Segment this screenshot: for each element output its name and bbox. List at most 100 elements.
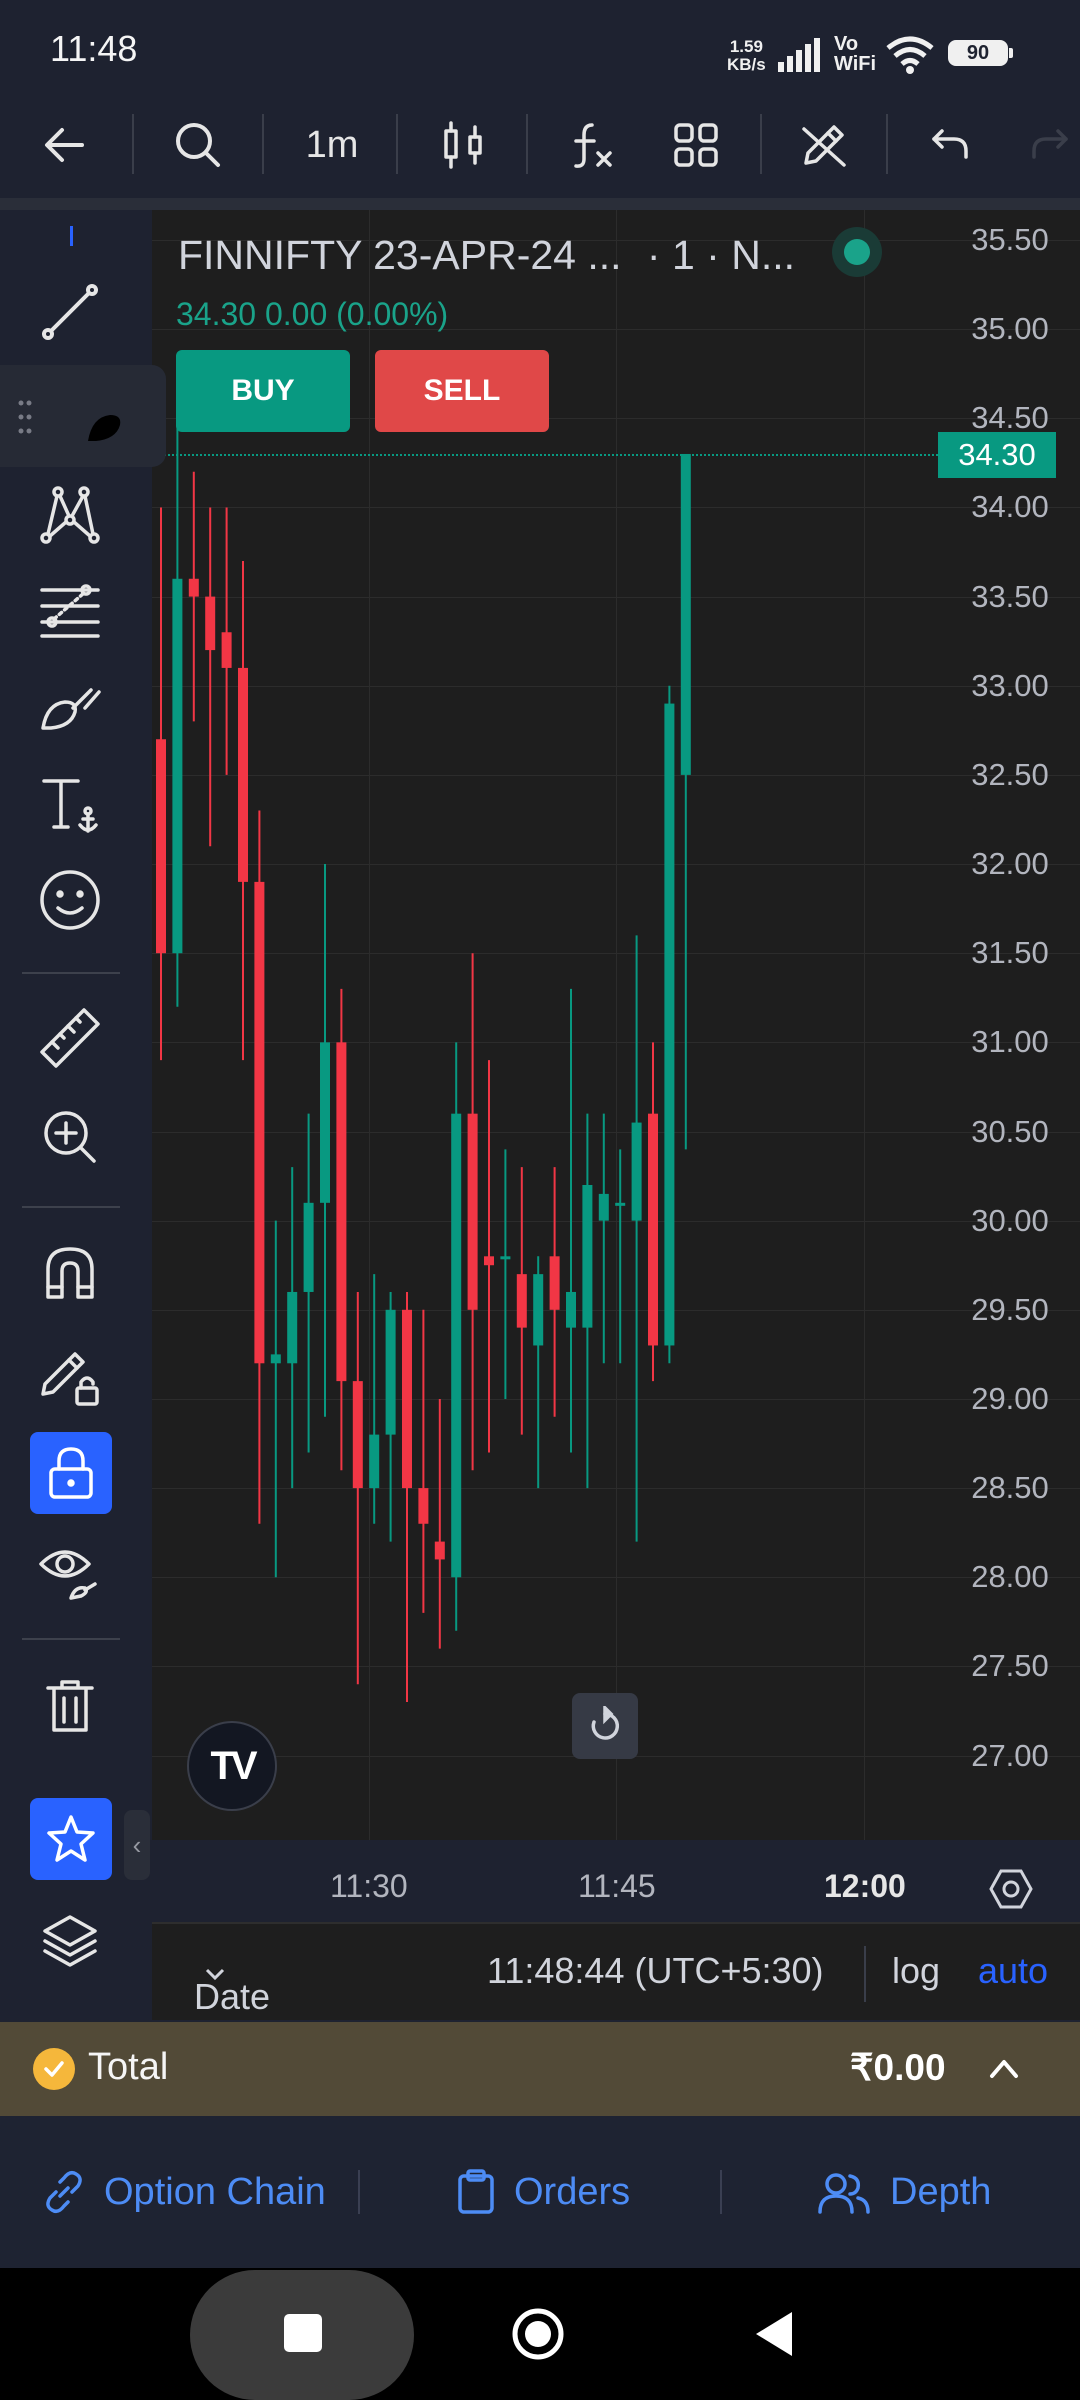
auto-toggle[interactable]: auto (978, 1950, 1049, 1991)
pattern-tool[interactable] (0, 474, 140, 554)
indicators-button[interactable] (552, 92, 632, 198)
candle (582, 1113, 593, 1489)
tradingview-logo[interactable]: TV (187, 1721, 277, 1811)
wifi-icon (886, 36, 934, 74)
magnet-tool[interactable] (0, 1233, 140, 1313)
symbol-suffix: · 1 · N... (646, 232, 795, 278)
fib-tool[interactable] (0, 570, 140, 650)
candle-body (484, 1256, 494, 1266)
candle (680, 453, 691, 1150)
candle (352, 1291, 363, 1685)
back-button[interactable] (24, 92, 104, 198)
price-axis-label: 34.00 (971, 489, 1049, 525)
candle-body (385, 1309, 396, 1435)
recents-button[interactable] (284, 2314, 322, 2352)
hide-drawings-tool[interactable] (0, 1532, 140, 1612)
candle-body (402, 1309, 412, 1489)
text-tool[interactable] (0, 765, 140, 845)
candle (188, 471, 199, 722)
eye-icon (39, 1550, 97, 1600)
ruler-tool[interactable] (0, 998, 140, 1078)
indicators-icon (574, 123, 612, 168)
magnet-icon (46, 1247, 94, 1299)
home-button[interactable] (510, 2306, 566, 2362)
buy-button[interactable]: BUY (176, 350, 350, 432)
toolbar-divider (132, 114, 134, 174)
orders-tab[interactable]: Orders (456, 2162, 630, 2222)
market-status-indicator[interactable] (832, 227, 882, 277)
battery-tip (1009, 48, 1013, 58)
candle-body (549, 1256, 560, 1310)
undo-button[interactable] (910, 92, 990, 198)
network-speed-unit: KB/s (727, 55, 766, 74)
price-axis-label: 32.50 (971, 756, 1049, 792)
lock-all-tool[interactable] (30, 1432, 112, 1514)
price-axis-label: 28.00 (971, 1559, 1049, 1595)
candle (434, 1398, 445, 1649)
price-axis-label: 31.00 (971, 1024, 1049, 1060)
settings-icon[interactable] (988, 1866, 1034, 1912)
toolbar-divider (760, 114, 762, 174)
toolbar-divider (886, 114, 888, 174)
ruler-icon (40, 1008, 100, 1068)
candle-body (648, 1113, 658, 1346)
chart-pane[interactable]: 35.50 35.00 34.50 34.00 33.50 33.00 32.50 32.00… (152, 210, 1080, 1840)
candle-body (352, 1381, 363, 1489)
favorites-tool[interactable] (30, 1798, 112, 1880)
bottom-tab-bar (0, 2116, 1080, 2268)
chevron-up-icon[interactable] (986, 2052, 1022, 2084)
zoom-in-tool[interactable] (0, 1097, 140, 1177)
pattern-icon (40, 486, 100, 544)
brush-icon (41, 688, 101, 730)
price-axis-label: 31.50 (971, 935, 1049, 971)
depth-tab[interactable]: Depth (816, 2162, 991, 2222)
log-toggle[interactable]: log (892, 1950, 941, 1991)
total-bar[interactable] (0, 2022, 1080, 2116)
drag-handle-icon[interactable] (18, 399, 32, 435)
candle (221, 507, 232, 775)
search-button[interactable] (158, 92, 238, 198)
symbol-title[interactable]: FINNIFTY 23-APR-24 ... · 1 · N... (178, 232, 795, 279)
trend-line-icon (42, 284, 98, 340)
price-axis-label: 27.50 (971, 1648, 1049, 1684)
drawing-toolbar (0, 210, 140, 2020)
chart-type-button[interactable] (424, 92, 504, 198)
candle (598, 1113, 609, 1364)
lock-drawing-icon (41, 1352, 99, 1406)
toolbar-divider (526, 114, 528, 174)
candle (205, 507, 216, 847)
trend-line-tool[interactable] (0, 272, 140, 352)
sell-button[interactable]: SELL (375, 350, 549, 432)
emoji-tool[interactable] (0, 860, 140, 940)
lock-drawing-tool[interactable] (0, 1335, 140, 1415)
date-range-button[interactable]: Date Range (194, 1950, 300, 2059)
candle (451, 1042, 462, 1631)
timestamp[interactable]: 11:48:44 (UTC+5:30) (487, 1950, 824, 1991)
link-icon (46, 2170, 82, 2214)
interval-button[interactable]: 1m (282, 92, 382, 198)
candle (516, 1167, 527, 1435)
chevron-down-icon (205, 1968, 225, 1981)
candle-body (270, 1354, 281, 1364)
redo-button[interactable] (1020, 92, 1080, 198)
option-chain-tab[interactable]: Option Chain (42, 2162, 326, 2222)
time-axis-label: 11:45 (578, 1868, 656, 1904)
back-nav-button[interactable] (752, 2308, 796, 2360)
brush-tool[interactable] (0, 668, 140, 748)
toolbar-separator (22, 1206, 120, 1208)
chart-bottom-bar: Date Range 11:48:44 (UTC+5:30) log auto (152, 1924, 1080, 2059)
object-tree-tool[interactable] (0, 1900, 140, 1980)
reset-chart-button[interactable] (572, 1693, 638, 1759)
delete-drawings-tool[interactable] (0, 1666, 140, 1746)
collapse-toolbar-handle[interactable]: ‹ (124, 1810, 150, 1880)
favorite-tool-panel[interactable] (0, 365, 166, 467)
drawing-toggle-button[interactable] (784, 92, 864, 198)
chart-toolbar: 1m (0, 92, 1080, 198)
toolbar-separator (22, 972, 120, 974)
brush-icon (88, 401, 150, 441)
emoji-icon (40, 870, 100, 930)
candle-body (467, 1113, 478, 1310)
time-axis-label: 11:30 (330, 1868, 408, 1904)
candle-body (631, 1122, 642, 1221)
layouts-button[interactable] (656, 92, 736, 198)
